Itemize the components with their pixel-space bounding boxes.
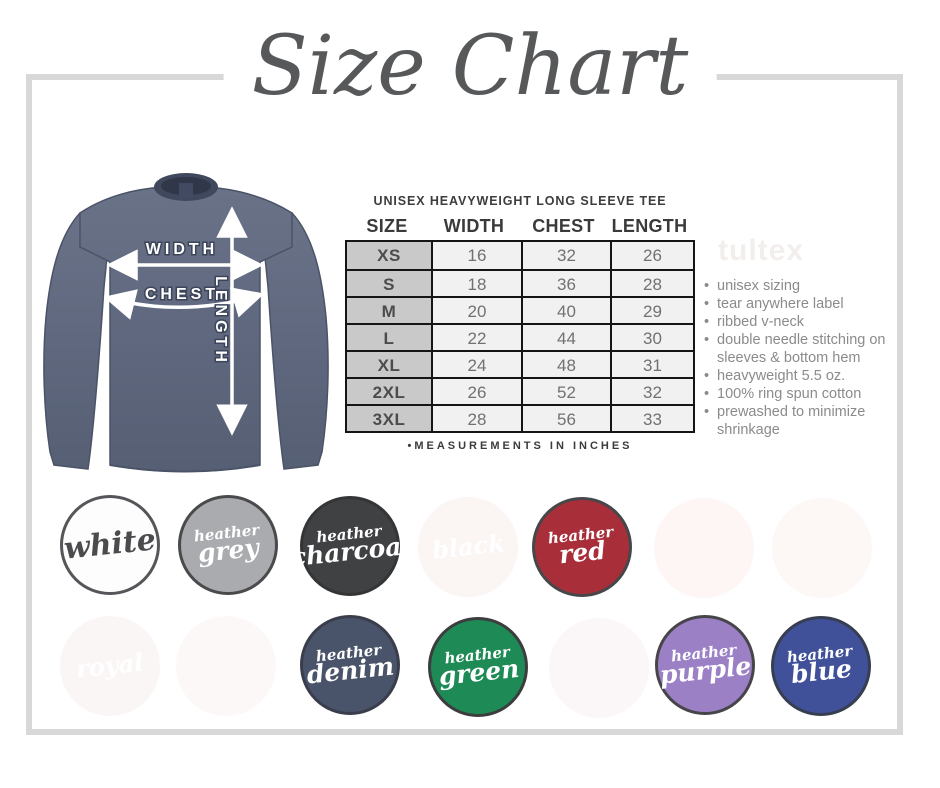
color-swatch-heather-blue: heather blue bbox=[771, 616, 871, 716]
chest-cell: 44 bbox=[521, 323, 610, 350]
length-cell: 26 bbox=[610, 242, 693, 269]
shirt-neck-label bbox=[179, 183, 193, 198]
feature-item: heavyweight 5.5 oz. bbox=[704, 367, 904, 385]
color-swatch-heather-charcoal: heather charcoal bbox=[289, 496, 412, 596]
feature-list: unisex sizing tear anywhere label ribbed… bbox=[704, 277, 904, 439]
column-header-size: SIZE bbox=[366, 216, 408, 236]
feature-item: double needle stitching on sleeves & bot… bbox=[704, 331, 904, 367]
brand-watermark: tultex bbox=[718, 234, 805, 267]
color-swatch-white: white bbox=[60, 495, 160, 595]
chest-cell: 56 bbox=[521, 404, 610, 431]
width-cell: 18 bbox=[431, 269, 521, 296]
length-cell: 31 bbox=[610, 350, 693, 377]
size-cell: XL bbox=[347, 350, 431, 377]
feature-item: tear anywhere label bbox=[704, 295, 904, 313]
color-swatch-heather-green: heather green bbox=[428, 617, 528, 717]
length-cell: 29 bbox=[610, 296, 693, 323]
color-swatch-heather-grey: heather grey bbox=[178, 495, 278, 595]
color-swatch-faded bbox=[549, 618, 649, 718]
width-cell: 22 bbox=[431, 323, 521, 350]
feature-item: 100% ring spun cotton bbox=[704, 385, 904, 403]
width-cell: 24 bbox=[431, 350, 521, 377]
chest-cell: 48 bbox=[521, 350, 610, 377]
size-table: XS 16 32 26 S 18 36 28 M 20 40 29 L 22 4… bbox=[345, 240, 695, 433]
color-swatch-faded bbox=[772, 498, 872, 598]
shirt-torso bbox=[79, 185, 293, 473]
size-table-header: SIZE WIDTH CHEST LENGTH bbox=[345, 216, 695, 237]
size-cell: M bbox=[347, 296, 431, 323]
page-title: Size Chart bbox=[223, 8, 717, 126]
product-heading: UNISEX HEAVYWEIGHT LONG SLEEVE TEE bbox=[373, 194, 667, 208]
length-cell: 30 bbox=[610, 323, 693, 350]
size-cell: 2XL bbox=[347, 377, 431, 404]
chest-cell: 52 bbox=[521, 377, 610, 404]
feature-item: prewashed to minimize shrinkage bbox=[704, 403, 904, 439]
column-header-length: LENGTH bbox=[611, 216, 688, 236]
size-cell: XS bbox=[347, 242, 431, 269]
width-cell: 16 bbox=[431, 242, 521, 269]
size-table-section: UNISEX HEAVYWEIGHT LONG SLEEVE TEE SIZE … bbox=[345, 194, 695, 452]
size-cell: S bbox=[347, 269, 431, 296]
chest-cell: 40 bbox=[521, 296, 610, 323]
size-cell: L bbox=[347, 323, 431, 350]
shirt-left-sleeve bbox=[43, 211, 109, 470]
color-swatch-faded bbox=[176, 616, 276, 716]
color-swatch-heather-purple: heather purple bbox=[655, 615, 755, 715]
measurements-footnote: •MEASUREMENTS IN INCHES bbox=[407, 440, 633, 452]
column-header-width: WIDTH bbox=[443, 216, 505, 236]
length-cell: 33 bbox=[610, 404, 693, 431]
width-cell: 20 bbox=[431, 296, 521, 323]
feature-item: ribbed v-neck bbox=[704, 313, 904, 331]
chest-cell: 32 bbox=[521, 242, 610, 269]
color-swatch-faded bbox=[654, 498, 754, 598]
chest-label: CHEST bbox=[145, 286, 219, 303]
color-swatch-heather-red: heather red bbox=[532, 497, 632, 597]
length-cell: 28 bbox=[610, 269, 693, 296]
color-swatch-royal-faded: royal bbox=[60, 616, 160, 716]
size-cell: 3XL bbox=[347, 404, 431, 431]
column-header-chest: CHEST bbox=[532, 216, 595, 236]
shirt-right-sleeve bbox=[263, 211, 329, 470]
color-swatch-black-faded: black bbox=[418, 497, 518, 597]
chest-cell: 36 bbox=[521, 269, 610, 296]
width-cell: 26 bbox=[431, 377, 521, 404]
length-label: LENGTH bbox=[212, 276, 229, 366]
length-cell: 32 bbox=[610, 377, 693, 404]
feature-item: unisex sizing bbox=[704, 277, 904, 295]
width-label: WIDTH bbox=[146, 241, 218, 258]
width-cell: 28 bbox=[431, 404, 521, 431]
shirt-diagram: WIDTH CHEST LENGTH bbox=[43, 173, 329, 473]
color-swatch-heather-denim: heather denim bbox=[300, 615, 400, 715]
